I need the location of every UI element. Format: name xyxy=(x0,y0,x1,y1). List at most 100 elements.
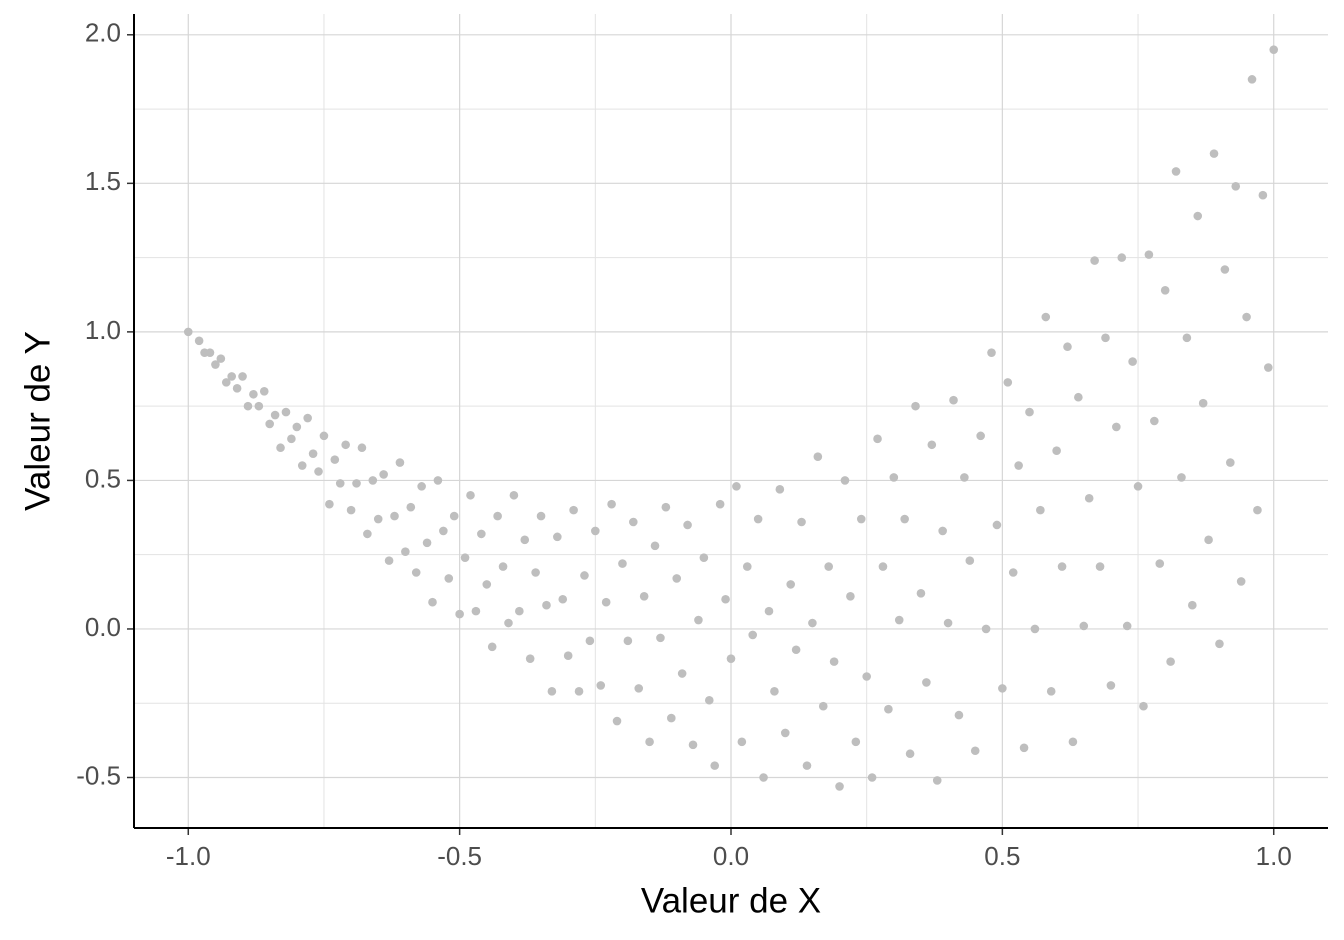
point xyxy=(612,716,622,726)
point xyxy=(661,502,671,512)
point xyxy=(1226,458,1235,467)
point xyxy=(927,440,937,450)
x-tick-label: 0.0 xyxy=(713,841,749,871)
point xyxy=(791,645,801,655)
point xyxy=(824,562,833,571)
point xyxy=(1242,312,1251,322)
point xyxy=(1036,505,1045,515)
point xyxy=(992,520,1002,530)
y-tick-label: 0.0 xyxy=(85,612,121,642)
point xyxy=(851,737,861,747)
point xyxy=(542,600,551,610)
point xyxy=(352,479,361,488)
point xyxy=(965,556,975,565)
y-tick-label: 1.5 xyxy=(85,166,121,196)
point xyxy=(856,514,866,524)
point xyxy=(607,499,616,509)
point xyxy=(498,562,508,571)
point xyxy=(922,678,931,687)
point xyxy=(1090,256,1099,265)
point xyxy=(802,761,812,770)
point xyxy=(1106,681,1116,690)
point xyxy=(455,609,464,619)
point xyxy=(1177,473,1186,482)
point xyxy=(970,746,980,756)
point xyxy=(748,630,758,640)
point xyxy=(797,517,806,527)
point xyxy=(900,514,909,524)
x-tick-label: 1.0 xyxy=(1256,841,1292,871)
point xyxy=(1057,562,1067,571)
point xyxy=(183,327,193,337)
point xyxy=(1215,639,1224,649)
point xyxy=(677,669,687,678)
point xyxy=(406,502,416,512)
point xyxy=(243,401,253,411)
point xyxy=(601,597,611,607)
point xyxy=(1095,562,1105,571)
point xyxy=(314,467,323,476)
point xyxy=(308,449,318,458)
point xyxy=(520,535,530,545)
point xyxy=(482,580,492,589)
point xyxy=(639,591,649,601)
point xyxy=(477,529,486,539)
point xyxy=(330,455,340,464)
point xyxy=(341,440,350,450)
point xyxy=(1122,621,1132,631)
point xyxy=(1084,493,1094,503)
point xyxy=(683,520,692,530)
point xyxy=(515,606,524,616)
point xyxy=(460,553,470,562)
x-axis-title: Valeur de X xyxy=(641,881,821,920)
point xyxy=(656,633,665,643)
point xyxy=(699,553,709,562)
point xyxy=(840,476,850,485)
point xyxy=(1150,416,1159,426)
point xyxy=(867,773,877,782)
point xyxy=(1253,505,1262,515)
point xyxy=(297,461,307,470)
point xyxy=(1030,624,1040,634)
point xyxy=(1231,182,1241,191)
point xyxy=(563,651,573,660)
y-axis-title: Valeur de Y xyxy=(18,331,57,511)
point xyxy=(1112,422,1121,432)
point xyxy=(1160,285,1170,295)
point xyxy=(694,615,703,625)
point xyxy=(846,591,855,601)
point xyxy=(509,490,519,500)
y-tick-label: 1.0 xyxy=(85,315,121,345)
point xyxy=(878,562,888,571)
point xyxy=(1003,378,1013,387)
point xyxy=(596,681,606,690)
point xyxy=(205,348,215,357)
point xyxy=(270,410,280,420)
point xyxy=(390,511,399,521)
point xyxy=(629,517,638,527)
point xyxy=(471,606,481,616)
point xyxy=(753,514,763,524)
point xyxy=(1008,568,1018,577)
point xyxy=(287,434,296,444)
point xyxy=(650,541,660,551)
point xyxy=(1209,149,1219,158)
x-tick-label: 0.5 xyxy=(984,841,1020,871)
point xyxy=(379,470,388,479)
point xyxy=(574,687,584,696)
point xyxy=(634,684,644,693)
point xyxy=(813,452,823,461)
point xyxy=(1052,446,1061,456)
point xyxy=(943,618,953,628)
point xyxy=(1182,333,1192,343)
point xyxy=(395,458,405,467)
point xyxy=(531,568,540,577)
point xyxy=(1171,167,1181,176)
point xyxy=(1133,482,1143,491)
point xyxy=(580,571,589,580)
point xyxy=(357,443,367,453)
point xyxy=(835,782,844,791)
point xyxy=(889,473,899,482)
point xyxy=(1204,535,1213,545)
